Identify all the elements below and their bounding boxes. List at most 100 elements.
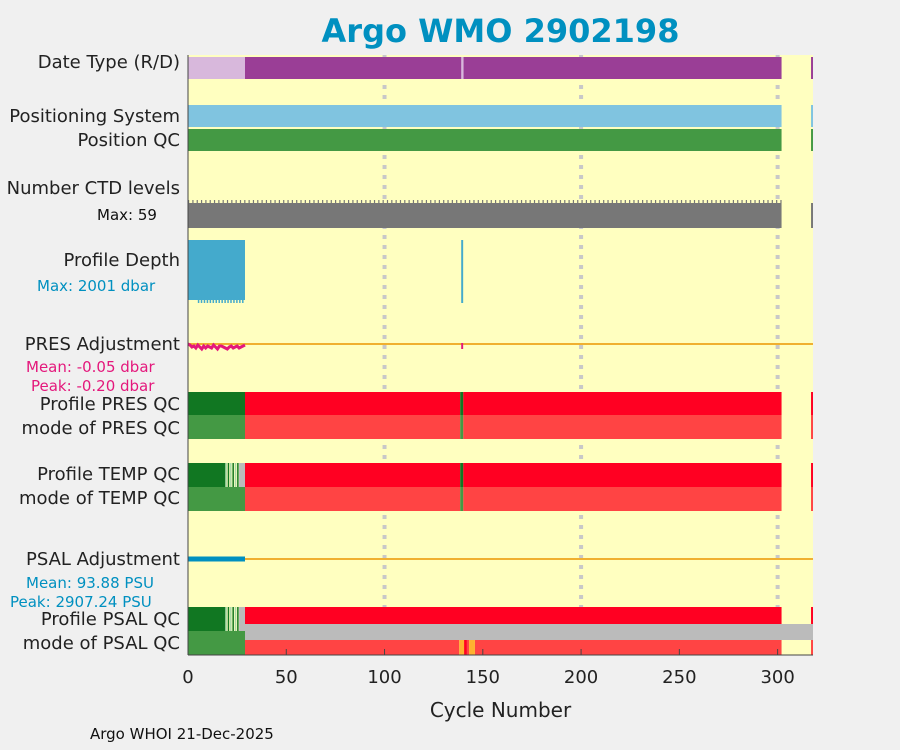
ctd-level-tick — [564, 200, 566, 203]
ctd-level-tick — [352, 200, 354, 203]
ctd-level-tick — [477, 200, 479, 203]
temp-qc-mixed-stripe — [237, 463, 239, 487]
profile-depth-tick — [215, 300, 218, 303]
ctd-level-tick — [642, 200, 644, 203]
pres-mode-bad-bar — [244, 415, 461, 439]
profile-depth-bar — [188, 240, 245, 300]
profile-depth-tick — [209, 300, 212, 303]
ctd-level-tick — [629, 200, 631, 203]
ctd-level-tick — [559, 200, 562, 203]
ctd-level-tick — [745, 200, 747, 203]
ctd-level-tick — [265, 200, 268, 203]
ctd-level-tick — [188, 200, 190, 203]
psal-qc-bad-bar — [244, 607, 782, 624]
date-type-realtime-bar — [188, 57, 245, 79]
pres-qc-bad-bar — [244, 392, 461, 415]
ctd-level-tick — [689, 200, 691, 203]
pres-qc-bad-bar — [811, 392, 813, 415]
ctd-level-tick — [758, 200, 760, 203]
ctd-level-tick — [516, 200, 518, 203]
psal-mode-bad-bar — [474, 640, 782, 655]
ctd-level-tick — [594, 200, 596, 203]
profile-depth-tick — [200, 300, 203, 303]
chart-title: Argo WMO 2902198 — [321, 12, 680, 50]
date-type-delayed-bar — [811, 57, 813, 79]
ctd-level-tick — [430, 200, 432, 203]
ctd-max: Max: 59 — [97, 206, 157, 224]
ctd-level-tick — [685, 200, 687, 203]
ctd-level-tick — [637, 200, 639, 203]
psal-peak: Peak: 2907.24 PSU — [10, 593, 152, 611]
ctd-level-tick — [226, 200, 229, 203]
psal-qc-bad-bar — [811, 607, 813, 624]
ctd-level-tick — [702, 200, 704, 203]
ctd-level-tick — [469, 200, 471, 203]
psal-mean: Mean: 93.88 PSU — [26, 574, 154, 592]
psal-qc-good-bar — [188, 607, 226, 631]
temp-mode-good-bar — [188, 487, 245, 511]
ctd-level-tick — [451, 200, 453, 203]
psal-mode-bad-bar — [465, 640, 470, 655]
positioning-system-bar — [188, 105, 782, 127]
ctd-level-tick — [538, 200, 540, 203]
ctd-level-tick — [287, 200, 289, 203]
ctd-level-tick — [386, 200, 389, 203]
ctd-level-tick — [555, 200, 557, 203]
ctd-level-tick — [503, 200, 505, 203]
pres-qc-bad-bar — [463, 392, 782, 415]
ctd-level-tick — [378, 200, 380, 203]
psal-qc-mixed-stripe — [237, 607, 239, 631]
ctd-level-tick — [771, 200, 773, 203]
ctd-level-tick — [737, 200, 739, 203]
positioning-system-bar — [811, 105, 813, 127]
ctd-level-tick — [750, 200, 752, 203]
ctd-level-tick — [650, 200, 652, 203]
ctd-level-tick — [464, 200, 466, 203]
ctd-level-tick — [533, 200, 536, 203]
ctd-level-tick — [620, 200, 622, 203]
ctd-level-tick — [326, 200, 328, 203]
ctd-level-tick — [447, 200, 449, 203]
ctd-level-tick — [616, 200, 618, 203]
psal-qc-gray-short — [239, 607, 245, 631]
temp-qc-mixed-stripe — [225, 463, 227, 487]
x-tick-label: 150 — [466, 667, 500, 688]
ctd-level-tick — [192, 200, 194, 203]
ctd-level-tick — [300, 200, 302, 203]
ctd-level-tick — [270, 200, 272, 203]
label-psal-mode: mode of PSAL QC — [22, 633, 180, 654]
ctd-level-tick — [728, 200, 730, 203]
ctd-level-tick — [399, 200, 402, 203]
ctd-level-tick — [330, 200, 332, 203]
ctd-level-tick — [693, 200, 696, 203]
x-tick-label: 200 — [564, 667, 598, 688]
ctd-level-tick — [200, 200, 203, 203]
temp-qc-mixed-stripe — [230, 463, 232, 487]
label-pres-qc: Profile PRES QC — [39, 394, 180, 415]
ctd-level-tick — [335, 200, 337, 203]
ctd-level-tick — [482, 200, 484, 203]
ctd-level-tick — [213, 200, 216, 203]
ctd-level-tick — [408, 200, 410, 203]
ctd-level-tick — [434, 200, 436, 203]
temp-mode-bad-bar — [811, 487, 813, 511]
ctd-level-tick — [244, 200, 246, 203]
ctd-level-tick — [525, 200, 527, 203]
label-temp-qc: Profile TEMP QC — [37, 464, 180, 485]
ctd-level-tick — [296, 200, 298, 203]
psal-mode-orange-bar — [469, 640, 475, 655]
temp-qc-bad-bar — [463, 463, 782, 487]
label-profile-depth: Profile Depth — [63, 250, 180, 271]
temp-qc-good-bar — [188, 463, 226, 487]
ctd-level-tick — [257, 200, 259, 203]
pres-qc-good-bar — [460, 392, 464, 415]
ctd-level-tick — [395, 200, 397, 203]
ctd-level-tick — [417, 200, 419, 203]
ctd-level-tick — [343, 200, 345, 203]
pres-mode-good-bar — [460, 415, 464, 439]
ctd-level-tick — [590, 200, 592, 203]
date-type-delayed-bar — [244, 57, 782, 79]
psal-mode-divider — [464, 640, 467, 655]
position-qc-bar — [811, 129, 813, 151]
ctd-level-tick — [443, 200, 445, 203]
